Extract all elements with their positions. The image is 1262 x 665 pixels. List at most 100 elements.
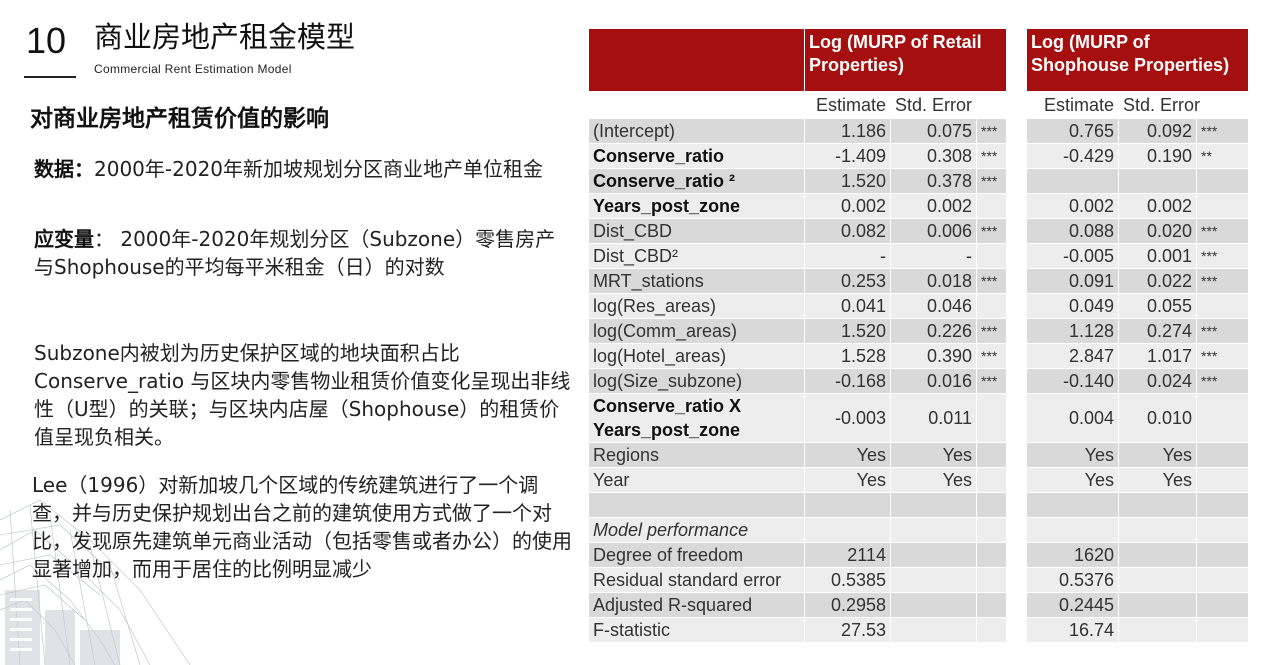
significance-shophouse: *** — [1196, 243, 1250, 269]
table-row: Conserve_ratio -1.409 0.308 *** -0.429 0.190 *… — [588, 143, 1250, 169]
stderr-retail: 0.308 — [890, 143, 977, 169]
stderr-shophouse: 0.055 — [1118, 293, 1198, 319]
significance-retail: *** — [975, 168, 1008, 194]
slide-subtitle: Commercial Rent Estimation Model — [94, 62, 292, 76]
significance-retail: *** — [975, 318, 1008, 344]
estimate-shophouse: Yes — [1026, 442, 1120, 468]
table-row: Residual standard error 0.5385 0.5376 — [588, 567, 1250, 593]
stderr-shophouse: 0.001 — [1118, 243, 1198, 269]
row-label: log(Hotel_areas) — [588, 343, 805, 369]
significance-retail: *** — [975, 143, 1008, 169]
significance-shophouse: *** — [1196, 343, 1250, 369]
empty-cell — [1196, 492, 1250, 518]
value-shophouse: 0.2445 — [1026, 592, 1120, 618]
column-gap — [1006, 143, 1028, 169]
row-label-line1: Conserve_ratio X — [593, 396, 742, 416]
empty-cell — [1118, 592, 1198, 618]
regression-table: Log (MURP of Retail Properties) Log (MUR… — [588, 28, 1250, 643]
row-label: Dist_CBD² — [588, 243, 805, 269]
row-label: Degree of freedom — [588, 542, 805, 568]
significance-retail: *** — [975, 343, 1008, 369]
estimate-shophouse: 2.847 — [1026, 343, 1120, 369]
empty-cell — [1196, 567, 1250, 593]
empty-cell — [890, 492, 977, 518]
subheader-stderr-shophouse: Std. Error — [1118, 91, 1200, 119]
stderr-retail: 0.046 — [890, 293, 977, 319]
stderr-retail: 0.018 — [890, 268, 977, 294]
row-label-line2: Years_post_zone — [593, 420, 741, 440]
table-row: Regions Yes Yes Yes Yes — [588, 442, 1250, 468]
stderr-retail: 0.011 — [890, 393, 977, 443]
subheader-stderr-retail: Std. Error — [890, 91, 977, 119]
column-gap — [1006, 193, 1028, 219]
stderr-retail: - — [890, 243, 977, 269]
table-row: Dist_CBD² - - -0.005 0.001 *** — [588, 243, 1250, 269]
significance-retail — [975, 467, 1008, 493]
table-row: (Intercept) 1.186 0.075 *** 0.765 0.092 *** — [588, 118, 1250, 144]
table-row: Conserve_ratio ² 1.520 0.378 *** — [588, 168, 1250, 194]
empty-cell — [890, 542, 977, 568]
significance-shophouse: *** — [1196, 218, 1250, 244]
stderr-retail: 0.002 — [890, 193, 977, 219]
estimate-retail: 0.253 — [804, 268, 891, 294]
significance-shophouse — [1196, 393, 1250, 443]
empty-cell — [975, 542, 1008, 568]
stderr-retail: 0.006 — [890, 218, 977, 244]
stderr-shophouse: 0.022 — [1118, 268, 1198, 294]
row-label: F-statistic — [588, 617, 805, 643]
row-label: Residual standard error — [588, 567, 805, 593]
column-gap — [1006, 368, 1028, 394]
column-gap — [1006, 168, 1028, 194]
significance-shophouse — [1196, 293, 1250, 319]
subheader-blank — [588, 91, 805, 119]
estimate-retail: -0.168 — [804, 368, 891, 394]
estimate-retail: 0.041 — [804, 293, 891, 319]
data-label: 数据： — [34, 157, 94, 181]
table-row: MRT_stations 0.253 0.018 *** 0.091 0.022 *** — [588, 268, 1250, 294]
decorative-wireframe-graphic — [0, 499, 191, 665]
column-gap — [1006, 442, 1028, 468]
column-gap — [1006, 567, 1028, 593]
significance-retail: *** — [975, 118, 1008, 144]
table-row: Adjusted R-squared 0.2958 0.2445 — [588, 592, 1250, 618]
estimate-shophouse: 0.049 — [1026, 293, 1120, 319]
row-label: Year — [588, 467, 805, 493]
empty-cell — [975, 567, 1008, 593]
subheader-gap — [1006, 91, 1028, 119]
empty-cell — [1026, 492, 1120, 518]
significance-retail: *** — [975, 218, 1008, 244]
table-row: Year Yes Yes Yes Yes — [588, 467, 1250, 493]
estimate-shophouse: -0.005 — [1026, 243, 1120, 269]
significance-retail: *** — [975, 268, 1008, 294]
stderr-shophouse: Yes — [1118, 467, 1198, 493]
stderr-retail: 0.226 — [890, 318, 977, 344]
value-shophouse: 16.74 — [1026, 617, 1120, 643]
stderr-retail: 0.390 — [890, 343, 977, 369]
empty-cell — [1006, 492, 1028, 518]
row-label: log(Size_subzone) — [588, 368, 805, 394]
stderr-shophouse: 0.024 — [1118, 368, 1198, 394]
column-gap — [1006, 318, 1028, 344]
row-label: (Intercept) — [588, 118, 805, 144]
column-gap — [1006, 617, 1028, 643]
significance-retail: *** — [975, 368, 1008, 394]
row-label: Regions — [588, 442, 805, 468]
significance-retail — [975, 393, 1008, 443]
stderr-shophouse: 0.002 — [1118, 193, 1198, 219]
row-label: Conserve_ratio X Years_post_zone — [588, 393, 805, 443]
table-row: Conserve_ratio X Years_post_zone -0.003 0.0… — [588, 393, 1250, 443]
column-gap — [1006, 393, 1028, 443]
empty-cell — [890, 592, 977, 618]
row-label: Adjusted R-squared — [588, 592, 805, 618]
significance-shophouse — [1196, 193, 1250, 219]
stderr-shophouse: 1.017 — [1118, 343, 1198, 369]
estimate-retail: 0.082 — [804, 218, 891, 244]
empty-cell — [890, 567, 977, 593]
empty-cell — [890, 517, 977, 543]
significance-shophouse: *** — [1196, 368, 1250, 394]
estimate-shophouse: -0.140 — [1026, 368, 1120, 394]
table-row: Years_post_zone 0.002 0.002 0.002 0.002 — [588, 193, 1250, 219]
column-gap — [1006, 268, 1028, 294]
table-row: log(Hotel_areas) 1.528 0.390 *** 2.847 1.017 *… — [588, 343, 1250, 369]
significance-shophouse: ** — [1196, 143, 1250, 169]
